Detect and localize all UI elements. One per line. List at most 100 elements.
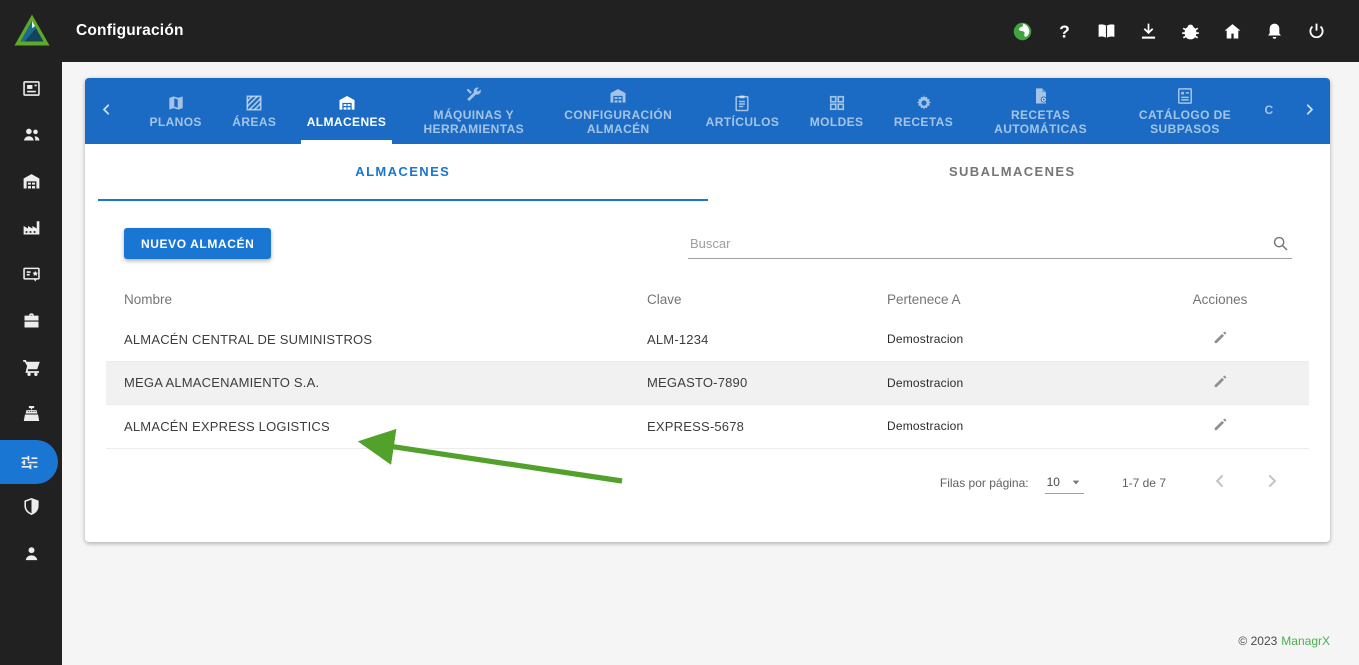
caret-down-icon — [1068, 474, 1084, 490]
module-tab[interactable]: C — [1264, 78, 1273, 144]
module-tab[interactable]: ÁREAS — [224, 78, 284, 144]
module-tabs: PLANOS ÁREAS ALMACENES MÁQUINAS — [127, 78, 1288, 144]
newspaper-icon — [21, 78, 42, 99]
sidebar-item-users[interactable] — [0, 115, 62, 155]
cell-acciones — [1131, 371, 1309, 395]
new-almacen-button[interactable]: NUEVO ALMACÉN — [124, 228, 272, 259]
module-tab[interactable]: RECETAS AUTOMÁTICAS — [976, 78, 1106, 144]
subtabs: ALMACENES SUBALMACENES — [98, 144, 1317, 201]
sidebar-item-configuration[interactable] — [0, 440, 58, 484]
table-row: ALMACÉN EXPRESS LOGISTICS EXPRESS-5678 D… — [106, 405, 1309, 449]
download-icon[interactable] — [1135, 18, 1161, 44]
next-page-button[interactable] — [1260, 471, 1284, 495]
pagination-range-label: 1-7 de 7 — [1121, 475, 1166, 490]
warehouse-icon — [337, 93, 357, 113]
subtab[interactable]: ALMACENES — [98, 144, 708, 201]
chevron-left-icon — [1210, 475, 1230, 494]
cell-clave: MEGASTO-7890 — [647, 375, 748, 391]
module-tab[interactable]: MÁQUINAS Y HERRAMIENTAS — [409, 78, 539, 144]
cell-clave: ALM-1234 — [647, 331, 709, 347]
sidebar-item-register[interactable] — [0, 394, 62, 434]
tab-label: C — [1264, 103, 1274, 118]
tab-label: MOLDES — [809, 114, 864, 129]
bug-icon[interactable] — [1177, 18, 1203, 44]
table-row: ALMACÉN CENTRAL DE SUMINISTROS ALM-1234 … — [106, 318, 1309, 362]
tabs-scroll-left-button[interactable] — [85, 78, 127, 144]
book-icon[interactable] — [1093, 18, 1119, 44]
clipboard-icon — [732, 93, 752, 113]
module-tab[interactable]: ARTÍCULOS — [698, 78, 788, 144]
logo-triangle-icon — [14, 14, 50, 46]
area-icon — [244, 93, 264, 113]
tab-label: PLANOS — [149, 114, 202, 129]
cell-nombre: MEGA ALMACENAMIENTO S.A. — [124, 375, 320, 391]
bell-icon[interactable] — [1261, 18, 1287, 44]
tab-label: ARTÍCULOS — [705, 114, 780, 129]
shield-icon — [21, 496, 42, 517]
users-icon — [21, 124, 42, 145]
tab-label: RECETAS — [893, 114, 954, 129]
subtab-label: ALMACENES — [355, 164, 451, 179]
sidebar-item-factory[interactable] — [0, 208, 62, 248]
svg-text:?: ? — [1059, 21, 1070, 41]
edit-row-button[interactable] — [1208, 414, 1232, 438]
power-icon[interactable] — [1303, 18, 1329, 44]
module-tab[interactable]: ALMACENES — [299, 78, 395, 144]
sidebar-item-warehouse[interactable] — [0, 161, 62, 201]
tools-icon — [464, 86, 484, 106]
tab-label: ÁREAS — [232, 114, 277, 129]
tabs-scroll-right-button[interactable] — [1288, 78, 1330, 144]
main-content: PLANOS ÁREAS ALMACENES MÁQUINAS — [62, 62, 1359, 665]
sidebar-item-newspaper[interactable] — [0, 68, 62, 108]
brand-link[interactable]: ManagrX — [1281, 634, 1330, 648]
module-tab[interactable]: PLANOS — [141, 78, 209, 144]
topbar-actions: ? — [1009, 18, 1359, 44]
sidebar-item-shield[interactable] — [0, 487, 62, 527]
page-title: Configuración — [76, 22, 184, 39]
configuration-card: PLANOS ÁREAS ALMACENES MÁQUINAS — [85, 78, 1330, 542]
grid-icon — [827, 93, 847, 113]
topbar: Configuración ? — [0, 0, 1359, 62]
chevron-right-icon — [1262, 475, 1282, 494]
module-tab[interactable]: MOLDES — [802, 78, 872, 144]
toolbar: NUEVO ALMACÉN — [85, 201, 1330, 259]
search-field — [688, 231, 1292, 259]
pagination-controls — [1208, 471, 1284, 495]
edit-row-button[interactable] — [1208, 327, 1232, 351]
app-logo[interactable] — [12, 11, 52, 51]
pencil-icon — [1212, 329, 1229, 346]
previous-page-button[interactable] — [1208, 471, 1232, 495]
column-header-clave: Clave — [647, 292, 682, 307]
doc-list-icon — [1175, 86, 1195, 106]
briefcase-icon — [21, 310, 42, 331]
subtab[interactable]: SUBALMACENES — [708, 144, 1318, 201]
edit-row-button[interactable] — [1208, 371, 1232, 395]
tab-label: MÁQUINAS Y HERRAMIENTAS — [423, 107, 525, 136]
tune-icon — [19, 452, 40, 473]
search-icon — [1271, 234, 1290, 253]
column-header-nombre: Nombre — [124, 292, 173, 307]
help-icon[interactable]: ? — [1051, 18, 1077, 44]
map-icon — [166, 93, 186, 113]
pagination: Filas por página: 10 1-7 de 7 — [85, 449, 1330, 495]
warehouse-icon — [21, 171, 42, 192]
sidebar-item-cart[interactable] — [0, 347, 62, 387]
sidebar-item-certificate[interactable] — [0, 254, 62, 294]
tab-label: ALMACENES — [306, 114, 387, 129]
rows-per-page-select[interactable]: 10 — [1044, 472, 1084, 494]
home-icon[interactable] — [1219, 18, 1245, 44]
module-tab[interactable]: CATÁLOGO DE SUBPASOS — [1120, 78, 1250, 144]
globe-icon[interactable] — [1009, 18, 1035, 44]
search-input[interactable] — [688, 231, 1292, 259]
cell-pertenece: Demostracion — [887, 419, 964, 434]
module-tabbar: PLANOS ÁREAS ALMACENES MÁQUINAS — [85, 78, 1330, 144]
table-header-row: Nombre Clave Pertenece A Acciones — [106, 281, 1309, 318]
sidebar-item-briefcase[interactable] — [0, 301, 62, 341]
module-tab[interactable]: CONFIGURACIÓN ALMACÉN — [553, 78, 683, 144]
sidebar-item-person[interactable] — [0, 533, 62, 573]
gear-icon — [914, 93, 934, 113]
module-tab[interactable]: RECETAS — [886, 78, 961, 144]
cell-acciones — [1131, 327, 1309, 351]
tab-label: RECETAS AUTOMÁTICAS — [994, 107, 1087, 136]
column-header-acciones: Acciones — [1192, 292, 1248, 307]
